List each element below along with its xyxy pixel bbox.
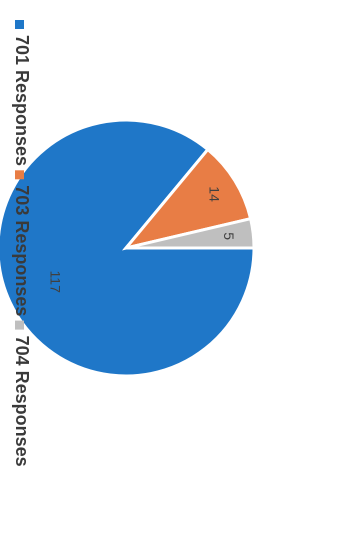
- data-label-701: 117: [47, 271, 63, 294]
- legend-item-704: 704 Responses: [12, 320, 32, 467]
- pie-slice-703: [121, 147, 253, 251]
- data-label-704: 5: [221, 232, 237, 240]
- legend: 701 Responses 703 Responses 704 Responses: [12, 20, 32, 467]
- legend-label: 701 Responses: [12, 35, 32, 166]
- legend-label: 704 Responses: [12, 336, 32, 467]
- legend-swatch: [15, 170, 24, 180]
- pie-slices: [0, 118, 256, 378]
- legend-swatch: [15, 320, 24, 330]
- legend-swatch: [15, 20, 24, 29]
- legend-item-703: 703 Responses: [12, 170, 32, 316]
- pie-slice-704: [125, 216, 256, 250]
- data-label-703: 14: [206, 186, 222, 202]
- legend-label: 703 Responses: [12, 185, 32, 316]
- pie-data-labels: 117 14 5: [47, 186, 237, 293]
- legend-item-701: 701 Responses: [12, 20, 32, 166]
